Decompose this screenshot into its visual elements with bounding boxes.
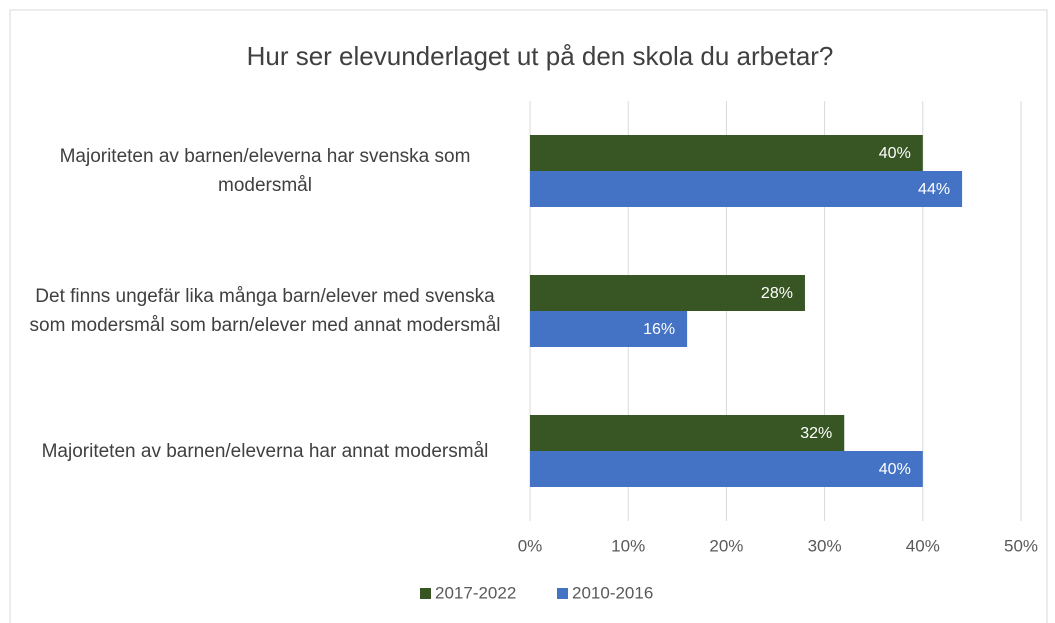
x-tick-label: 50% xyxy=(1004,536,1038,555)
y-tick-label: Majoriteten av barnen/eleverna har annat… xyxy=(41,440,489,462)
chart-border xyxy=(9,9,1048,623)
y-tick-label: Majoriteten av barnen/eleverna har svens… xyxy=(59,146,471,196)
legend-swatch xyxy=(420,588,431,599)
bar xyxy=(530,451,923,487)
data-label: 16% xyxy=(643,321,675,338)
data-label: 44% xyxy=(918,181,950,198)
data-label: 28% xyxy=(761,285,793,302)
x-tick-label: 40% xyxy=(906,536,940,555)
legend-label: 2017-2022 xyxy=(435,583,516,602)
x-tick-label: 10% xyxy=(611,536,645,555)
data-label: 40% xyxy=(879,461,911,478)
legend-swatch xyxy=(557,588,568,599)
bar xyxy=(530,135,923,171)
x-tick-label: 30% xyxy=(808,536,842,555)
chart-title: Hur ser elevunderlaget ut på den skola d… xyxy=(247,41,834,71)
bar xyxy=(530,415,845,451)
x-tick-label: 0% xyxy=(518,536,543,555)
bar xyxy=(530,275,805,311)
bar xyxy=(530,311,688,347)
bar xyxy=(530,171,963,207)
legend-label: 2010-2016 xyxy=(572,583,653,602)
data-label: 40% xyxy=(879,145,911,162)
data-label: 32% xyxy=(800,425,832,442)
y-tick-label: Det finns ungefär lika många barn/elever… xyxy=(29,286,501,336)
x-tick-label: 20% xyxy=(709,536,743,555)
